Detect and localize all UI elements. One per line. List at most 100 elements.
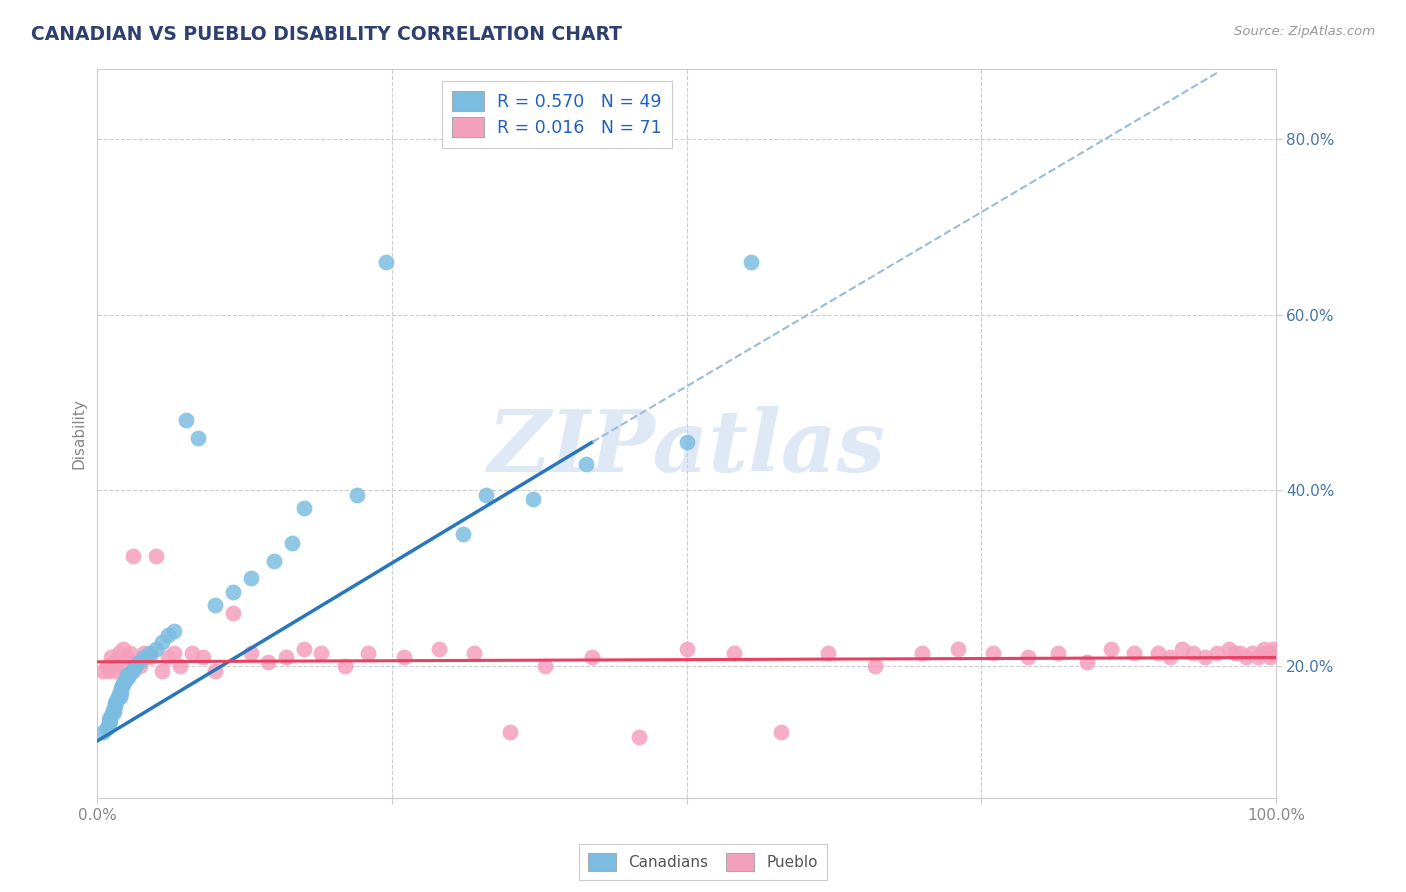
Point xyxy=(98,714,121,728)
Point xyxy=(103,655,125,669)
Point xyxy=(111,679,134,693)
Point xyxy=(1076,655,1098,669)
Point xyxy=(1257,646,1279,660)
Point xyxy=(157,628,180,642)
Point xyxy=(204,664,226,678)
Point xyxy=(157,650,180,665)
Point xyxy=(110,681,132,696)
Point xyxy=(103,705,125,719)
Point xyxy=(1247,650,1270,665)
Y-axis label: Disability: Disability xyxy=(72,398,86,468)
Point xyxy=(1261,646,1284,660)
Point xyxy=(98,712,121,726)
Point xyxy=(222,584,245,599)
Point xyxy=(163,646,186,660)
Point xyxy=(91,664,114,678)
Point xyxy=(911,646,934,660)
Point xyxy=(281,536,304,550)
Point xyxy=(392,650,415,665)
Point xyxy=(150,664,173,678)
Point xyxy=(100,650,122,665)
Point xyxy=(110,659,132,673)
Text: ZIPatlas: ZIPatlas xyxy=(488,406,886,490)
Point xyxy=(1099,641,1122,656)
Point xyxy=(108,690,131,704)
Point xyxy=(193,650,215,665)
Point xyxy=(145,641,167,656)
Point xyxy=(239,646,262,660)
Point xyxy=(1206,646,1229,660)
Point xyxy=(107,687,129,701)
Point xyxy=(204,598,226,612)
Point xyxy=(1194,650,1216,665)
Point xyxy=(346,488,368,502)
Point xyxy=(100,707,122,722)
Point xyxy=(263,554,285,568)
Text: CANADIAN VS PUEBLO DISABILITY CORRELATION CHART: CANADIAN VS PUEBLO DISABILITY CORRELATIO… xyxy=(31,25,621,44)
Point xyxy=(101,703,124,717)
Point xyxy=(1253,641,1275,656)
Point xyxy=(134,646,156,660)
Point xyxy=(427,641,450,656)
Point xyxy=(105,691,128,706)
Point xyxy=(120,646,142,660)
Legend: Canadians, Pueblo: Canadians, Pueblo xyxy=(579,844,827,880)
Point xyxy=(1263,641,1285,656)
Point xyxy=(105,664,128,678)
Point xyxy=(121,664,143,678)
Point xyxy=(1234,650,1257,665)
Point xyxy=(112,641,135,656)
Point xyxy=(97,719,120,733)
Point xyxy=(139,646,162,660)
Point xyxy=(121,549,143,564)
Point xyxy=(114,673,136,687)
Point xyxy=(114,675,136,690)
Point xyxy=(98,716,121,731)
Point xyxy=(575,457,598,471)
Point xyxy=(863,659,886,673)
Point xyxy=(1264,646,1286,660)
Point xyxy=(104,696,127,710)
Point xyxy=(1017,650,1039,665)
Point xyxy=(475,488,498,502)
Point xyxy=(96,721,118,735)
Point xyxy=(104,698,127,713)
Point xyxy=(98,664,121,678)
Point xyxy=(534,659,557,673)
Point xyxy=(723,646,745,660)
Point xyxy=(112,677,135,691)
Point xyxy=(946,641,969,656)
Point xyxy=(522,492,544,507)
Point xyxy=(1147,646,1170,660)
Point xyxy=(740,255,762,269)
Point xyxy=(180,646,202,660)
Point xyxy=(105,694,128,708)
Point xyxy=(239,571,262,585)
Point xyxy=(357,646,380,660)
Point xyxy=(128,655,150,669)
Point xyxy=(115,668,138,682)
Point xyxy=(292,501,315,516)
Point xyxy=(163,624,186,638)
Legend: R = 0.570   N = 49, R = 0.016   N = 71: R = 0.570 N = 49, R = 0.016 N = 71 xyxy=(441,81,672,148)
Point xyxy=(169,659,191,673)
Point xyxy=(117,670,139,684)
Point xyxy=(1159,650,1181,665)
Point xyxy=(499,725,522,739)
Point xyxy=(675,435,697,450)
Point xyxy=(107,646,129,660)
Point xyxy=(1218,641,1240,656)
Point xyxy=(124,659,146,673)
Point xyxy=(1258,650,1281,665)
Point xyxy=(222,607,245,621)
Point xyxy=(145,549,167,564)
Point xyxy=(174,413,197,427)
Point xyxy=(139,650,162,665)
Point xyxy=(120,666,142,681)
Point xyxy=(1182,646,1205,660)
Point xyxy=(463,646,485,660)
Point xyxy=(769,725,792,739)
Point xyxy=(581,650,603,665)
Point xyxy=(257,655,280,669)
Point xyxy=(333,659,356,673)
